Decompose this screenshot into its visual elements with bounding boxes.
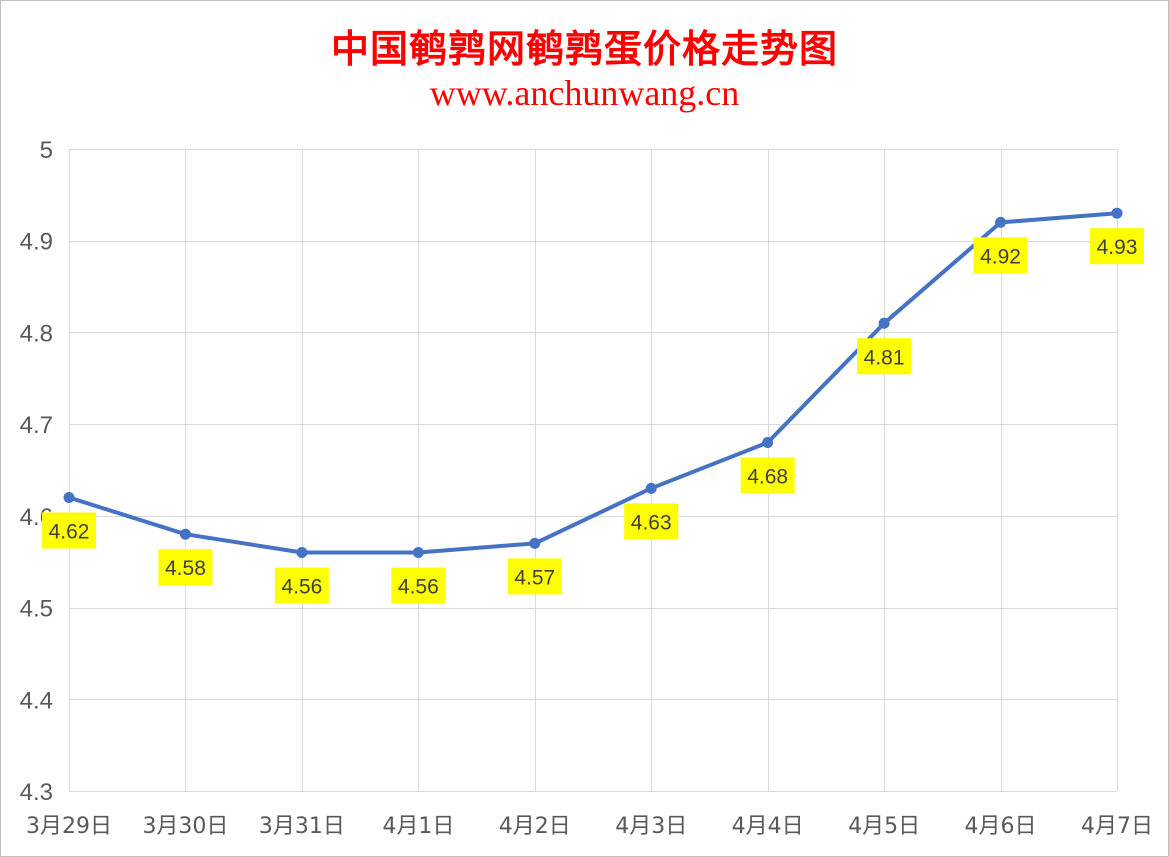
data-label: 4.93 (1097, 236, 1138, 259)
x-tick-label: 4月6日 (965, 814, 1037, 839)
data-point (762, 436, 774, 448)
data-label-box (158, 549, 213, 586)
x-tick-label: 3月29日 (26, 814, 112, 839)
data-label-box (507, 558, 562, 595)
price-series (63, 207, 1123, 559)
data-point (529, 537, 541, 549)
y-tick-label: 4.7 (20, 412, 53, 439)
grid-lines (69, 149, 1118, 792)
x-tick-label: 4月1日 (382, 814, 454, 839)
y-tick-label: 5 (40, 137, 53, 164)
data-label-box (1090, 228, 1144, 265)
chart-subtitle: www.anchunwang.cn (429, 73, 740, 113)
data-point (412, 547, 424, 559)
data-label-box (274, 567, 329, 604)
data-label-box (42, 512, 96, 549)
data-label-box (624, 503, 679, 540)
data-label: 4.56 (398, 576, 439, 599)
data-label: 4.62 (49, 521, 90, 544)
data-label-box (391, 567, 446, 604)
y-tick-label: 4.3 (20, 779, 53, 806)
data-label: 4.92 (980, 245, 1021, 268)
data-label: 4.81 (864, 346, 905, 369)
y-tick-label: 4.9 (20, 229, 53, 256)
series-line (67, 211, 1119, 555)
y-tick-label: 4.4 (20, 687, 53, 714)
x-tick-label: 3月31日 (259, 814, 345, 839)
x-tick-label: 3月30日 (142, 814, 228, 839)
data-point (995, 216, 1007, 228)
y-tick-label: 4.5 (20, 596, 53, 623)
data-point (878, 317, 890, 329)
data-label: 4.56 (281, 576, 322, 599)
data-label: 4.68 (747, 465, 788, 488)
x-axis-tick-labels: 3月29日 3月30日 3月31日 4月1日 4月2日 4月3日 4月4日 4月5日 4月6日 4… (26, 814, 1153, 839)
data-label: 4.57 (514, 566, 555, 589)
data-point (1111, 207, 1123, 219)
data-point (296, 547, 308, 559)
y-axis-tick-labels: 4.34.44.54.64.74.84.95 (20, 137, 53, 806)
x-tick-label: 4月7日 (1081, 814, 1153, 839)
data-point (645, 482, 657, 494)
data-point (63, 492, 75, 504)
x-tick-label: 4月3日 (615, 814, 687, 839)
data-point (179, 528, 191, 540)
x-tick-label: 4月4日 (732, 814, 804, 839)
data-label: 4.63 (631, 511, 672, 534)
y-tick-label: 4.8 (20, 320, 53, 347)
data-labels: 4.62 4.58 4.56 4.56 4.57 4.63 4.68 4.81 4.92 4.93 (42, 228, 1144, 604)
data-label-box (740, 457, 795, 494)
x-tick-label: 4月5日 (848, 814, 920, 839)
chart-title: 中国鹌鹑网鹌鹑蛋价格走势图 (330, 26, 838, 71)
data-label-box (857, 338, 912, 375)
data-label-box (973, 237, 1028, 274)
data-label: 4.58 (165, 557, 206, 580)
x-tick-label: 4月2日 (499, 814, 571, 839)
